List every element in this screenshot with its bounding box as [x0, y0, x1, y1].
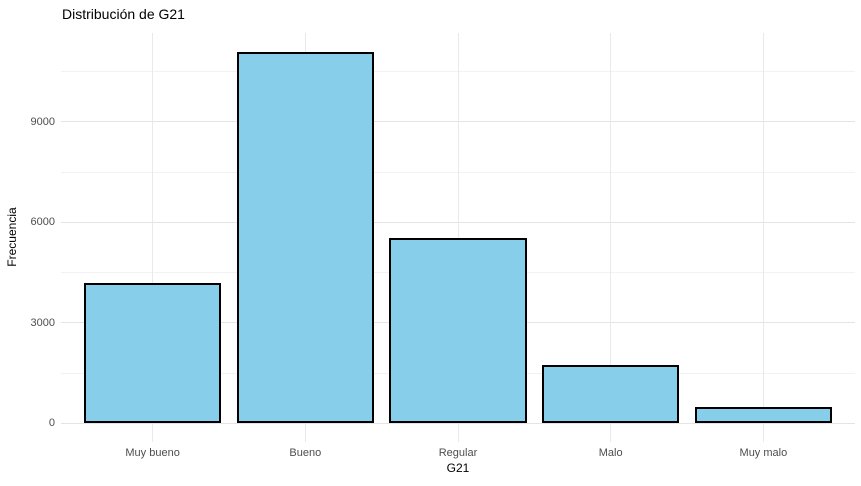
- x-axis-title: G21: [446, 461, 470, 475]
- plot-panel: [61, 33, 855, 442]
- y-tick-label: 6000: [30, 216, 55, 229]
- gridline-x: [152, 33, 154, 442]
- bar: [83, 282, 222, 424]
- y-tick-label: 3000: [30, 316, 55, 329]
- y-tick-label: 9000: [30, 115, 55, 128]
- bars-layer: [61, 33, 855, 442]
- gridline-x: [762, 33, 764, 442]
- bar: [541, 364, 680, 424]
- x-tick-label: Malo: [598, 447, 623, 459]
- bar: [389, 237, 527, 424]
- y-tick-label: 0: [48, 417, 55, 430]
- chart-title: Distribución de G21: [62, 6, 185, 22]
- gridline-x: [610, 33, 612, 442]
- x-tick-label: Regular: [438, 447, 478, 459]
- bar: [694, 406, 833, 424]
- x-tick-label: Muy bueno: [125, 447, 180, 459]
- x-tick-label: Bueno: [289, 447, 322, 459]
- x-tick-label: Muy malo: [739, 447, 788, 459]
- bar: [236, 51, 375, 424]
